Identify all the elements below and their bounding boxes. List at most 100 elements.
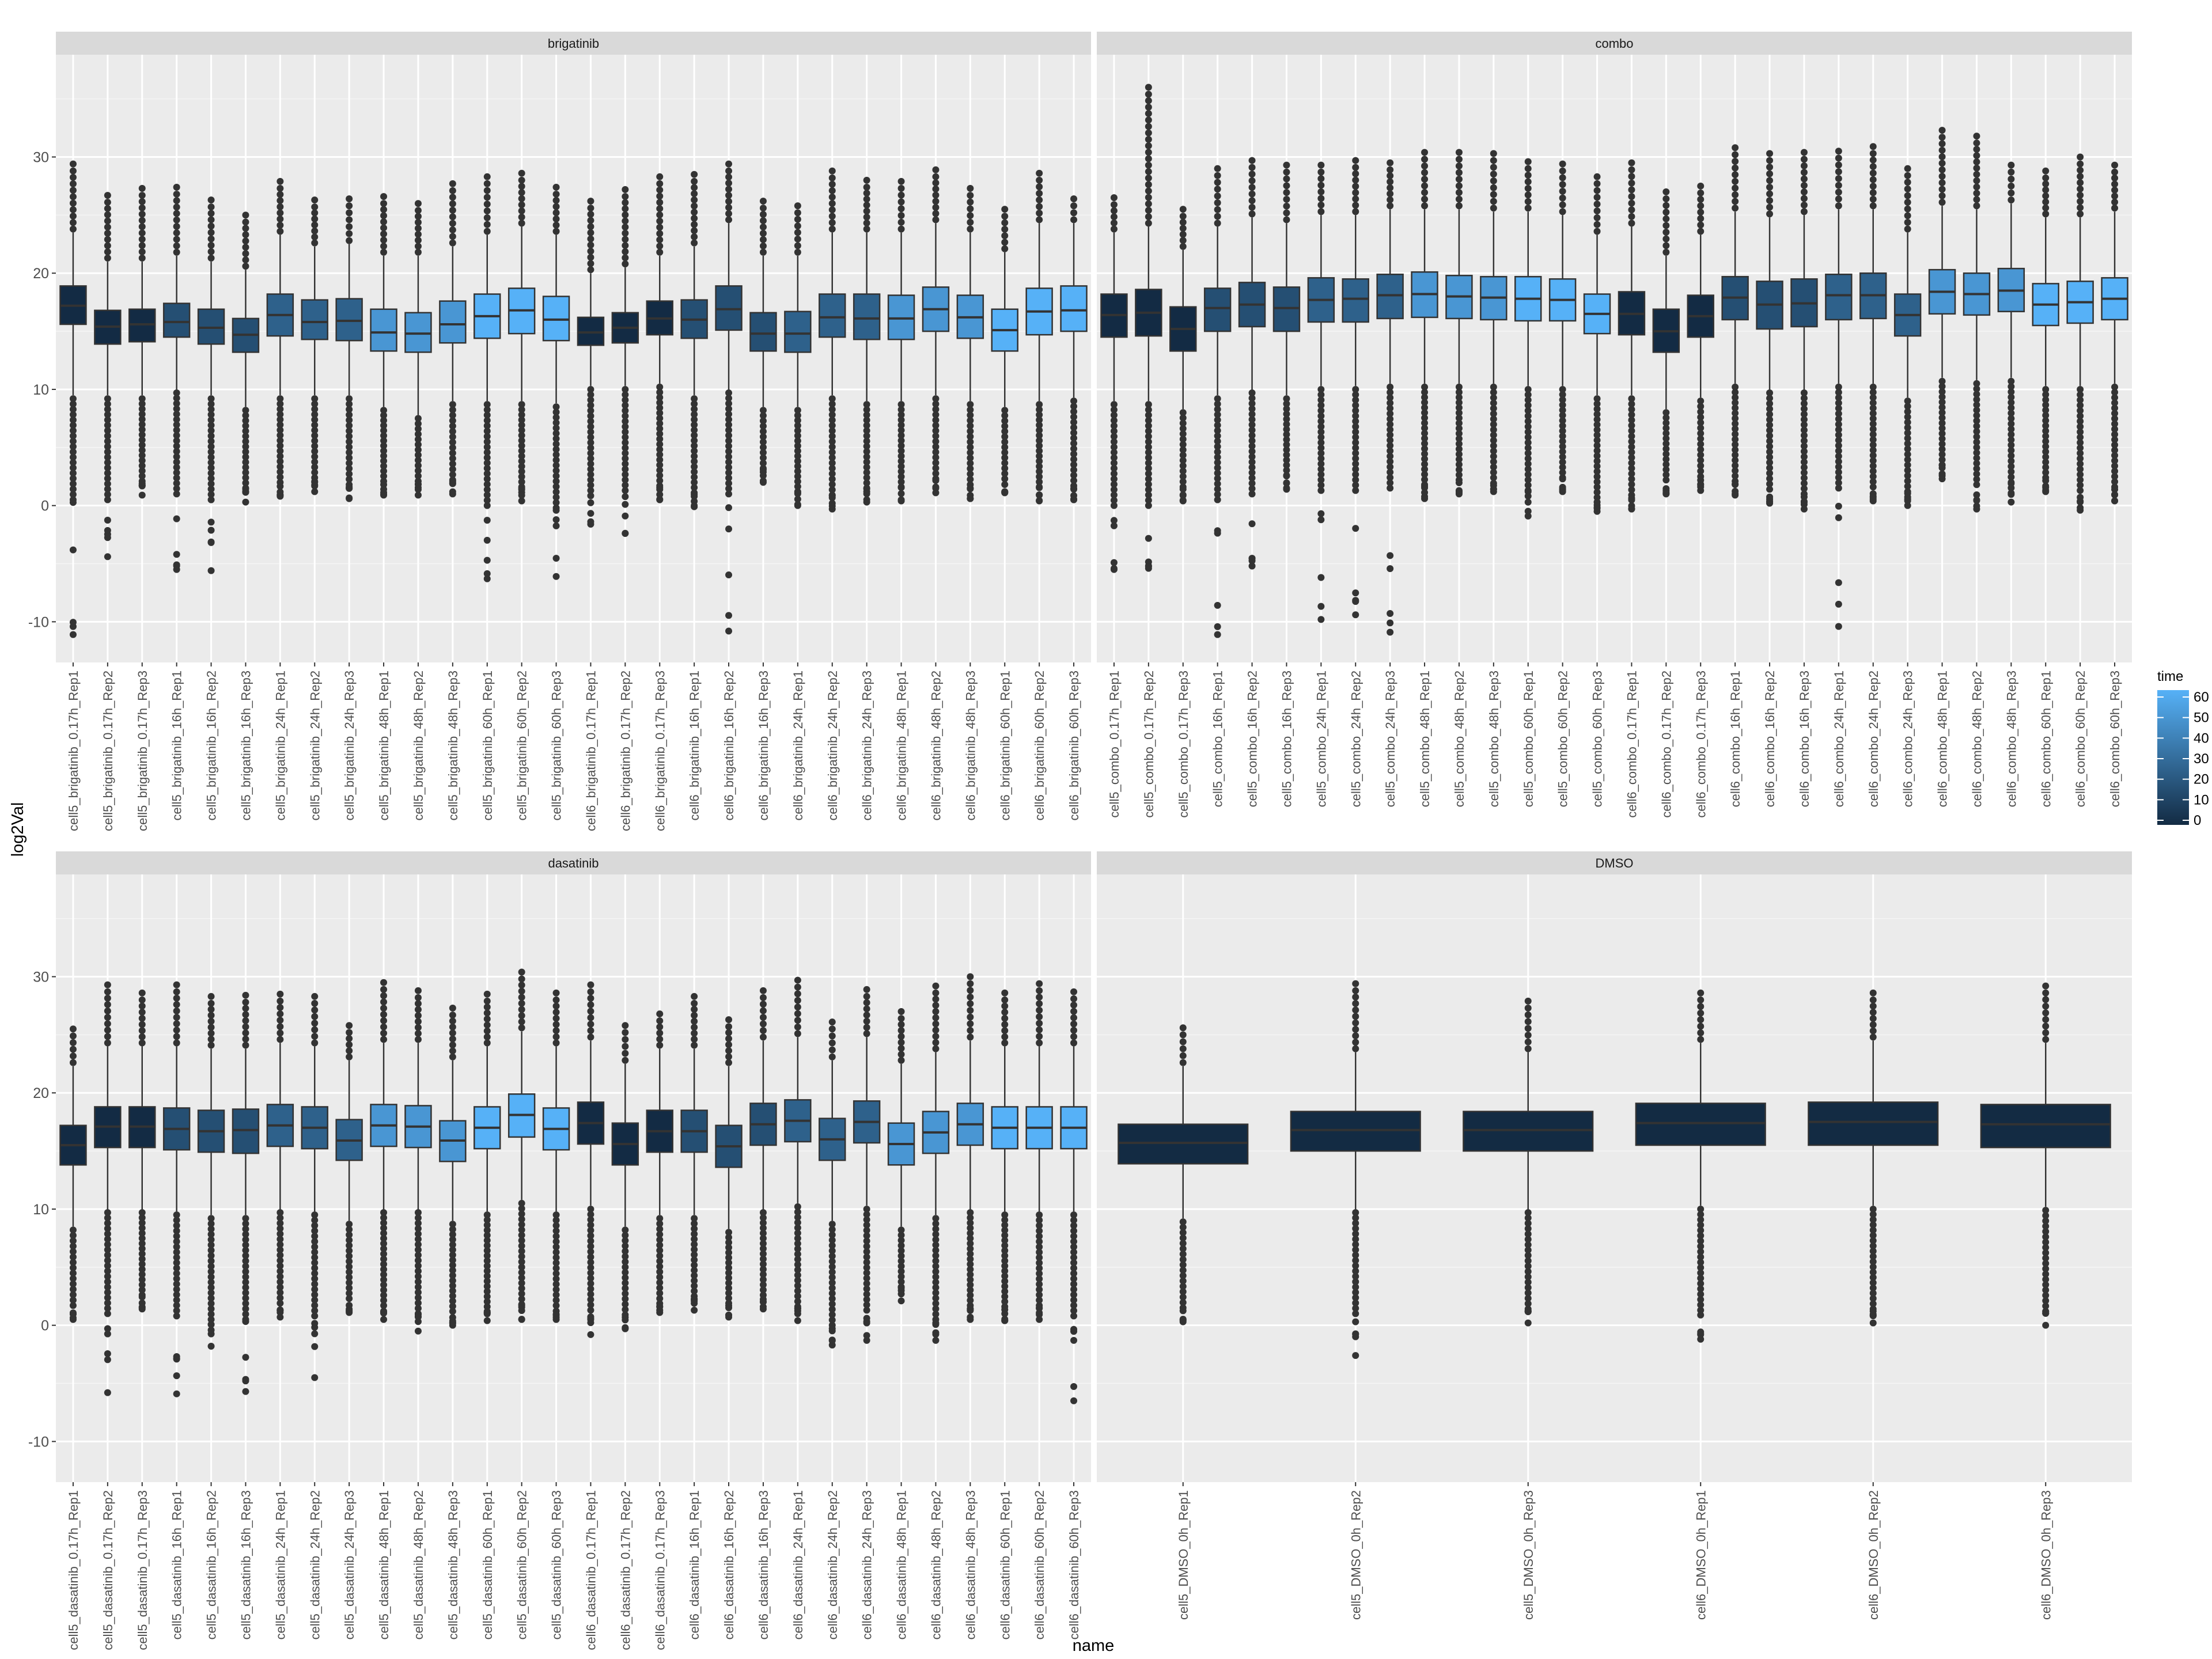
outlier-point (1145, 449, 1152, 456)
outlier-point (1145, 97, 1152, 104)
outlier-point (449, 213, 456, 221)
outlier-point (2111, 383, 2119, 391)
outlier-point (1036, 196, 1043, 204)
outlier-point (587, 487, 594, 494)
outlier-point (1732, 177, 1739, 185)
outlier-point (1214, 416, 1221, 424)
outlier-point (518, 491, 525, 499)
outlier-point (691, 493, 698, 500)
outlier-point (138, 248, 146, 256)
outlier-point (828, 449, 836, 456)
outlier-point (1036, 491, 1043, 498)
outlier-point (1352, 1236, 1359, 1243)
outlier-point (69, 173, 77, 181)
outlier-point (242, 1011, 249, 1018)
outlier-point (794, 495, 801, 503)
outlier-point (138, 1240, 146, 1247)
outlier-point (207, 491, 215, 498)
outlier-point (138, 415, 146, 423)
outlier-point (1869, 1300, 1877, 1308)
outlier-point (276, 221, 284, 229)
outlier-point (1904, 440, 1911, 448)
outlier-point (1352, 465, 1359, 473)
outlier-point (1179, 478, 1187, 486)
outlier-point (863, 401, 870, 408)
outlier-point (2042, 443, 2050, 450)
outlier-point (759, 1214, 767, 1221)
outlier-point (311, 411, 319, 418)
outlier-point (1387, 166, 1394, 173)
outlier-point (1490, 410, 1497, 418)
outlier-point (2042, 1009, 2050, 1017)
outlier-point (1697, 1275, 1705, 1282)
outlier-point (207, 229, 215, 236)
outlier-point (1524, 1011, 1532, 1018)
outlier-point (2008, 498, 2015, 506)
outlier-point (69, 1286, 77, 1293)
outlier-point (1490, 453, 1497, 460)
outlier-point (759, 1209, 767, 1217)
outlier-point (1070, 1259, 1078, 1267)
x-tick-label: cell6_dasatinib_24h_Rep2 (825, 1490, 840, 1639)
outlier-point (1835, 195, 1842, 203)
outlier-point (656, 205, 664, 213)
outlier-point (759, 1281, 767, 1289)
outlier-point (69, 400, 77, 408)
outlier-point (1036, 1000, 1043, 1007)
outlier-point (1179, 486, 1187, 493)
outlier-point (346, 1284, 353, 1291)
outlier-point (1145, 90, 1152, 98)
outlier-point (242, 218, 249, 226)
outlier-point (2077, 504, 2084, 512)
outlier-point (311, 479, 319, 486)
outlier-point (380, 1017, 388, 1024)
outlier-point (207, 241, 215, 249)
outlier-point (1800, 149, 1808, 156)
outlier-point (138, 441, 146, 449)
outlier-point (1214, 448, 1221, 456)
outlier-point (1662, 461, 1670, 468)
outlier-point (967, 1219, 974, 1226)
outlier-point (1317, 412, 1325, 420)
outlier-point (1800, 437, 1808, 445)
outlier-point (725, 421, 733, 429)
outlier-point (346, 1279, 353, 1286)
outlier-point (346, 411, 353, 419)
outlier-point (207, 248, 215, 255)
outlier-point (1036, 183, 1043, 191)
outlier-point (346, 449, 353, 456)
outlier-point (518, 176, 525, 184)
outlier-point (173, 448, 180, 455)
outlier-point (932, 1300, 940, 1307)
outlier-point (932, 1230, 940, 1238)
outlier-point (967, 1305, 974, 1313)
outlier-point (967, 454, 974, 461)
outlier-point (656, 1247, 664, 1254)
outlier-point (1835, 447, 1842, 454)
outlier-point (1835, 437, 1842, 444)
outlier-point (897, 205, 905, 213)
outlier-point (449, 428, 456, 435)
outlier-point (483, 1242, 491, 1249)
outlier-point (173, 981, 180, 988)
outlier-point (1455, 488, 1463, 496)
outlier-point (587, 1226, 594, 1234)
outlier-point (759, 407, 767, 414)
outlier-point (311, 215, 319, 223)
outlier-point (1317, 402, 1325, 409)
outlier-point (656, 446, 664, 453)
box-cell5_combo_16h_Rep2 (1238, 157, 1266, 570)
outlier-point (552, 196, 560, 204)
outlier-point (2077, 407, 2084, 414)
box-cell6_DMSO_0h_Rep2 (1808, 989, 1939, 1327)
outlier-point (1869, 989, 1877, 997)
outlier-point (691, 1036, 698, 1043)
outlier-point (173, 421, 180, 429)
outlier-point (1001, 206, 1009, 213)
legend-tick-label: 40 (2194, 730, 2209, 746)
outlier-point (1145, 416, 1152, 424)
outlier-point (1835, 147, 1842, 155)
outlier-point (1421, 156, 1429, 163)
outlier-point (311, 1312, 319, 1320)
